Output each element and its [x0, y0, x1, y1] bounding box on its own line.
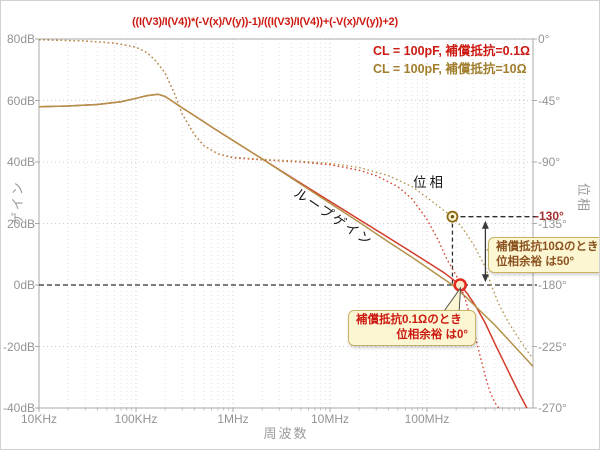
- callout-10ohm-line1: 補償抵抗10Ωのとき: [496, 241, 599, 253]
- y-left-tick-label: -40dB: [2, 401, 35, 415]
- y-right-axis-title: 位相: [576, 183, 591, 214]
- phase-curve-label: 位相: [413, 175, 446, 190]
- y-right-tick-label: -225°: [538, 339, 567, 354]
- y-right-tick-label: -180°: [538, 278, 567, 292]
- y-right-tick-label: -45°: [538, 93, 561, 108]
- legend: CL = 100pF, 補償抵抗=0.1Ω CL = 100pF, 補償抵抗=1…: [373, 42, 530, 78]
- legend-item-0r1-ohm: CL = 100pF, 補償抵抗=0.1Ω: [373, 44, 531, 58]
- x-tick-label: 100MHz: [404, 412, 450, 426]
- legend-item-10-ohm: CL = 100pF, 補償抵抗=10Ω: [373, 62, 527, 76]
- y-left-axis-title: ゲイン: [10, 180, 25, 225]
- callout-phase-margin-01ohm: 補償抵抗0.1Ωのとき 位相余裕 は0°: [348, 310, 476, 346]
- y-right-tick-label: -90°: [538, 155, 561, 169]
- callout-10ohm-line2: 位相余裕 は50°: [496, 256, 575, 268]
- y-left-tick-label: -20dB: [2, 339, 35, 354]
- y-left-tick-label: 60dB: [6, 93, 35, 108]
- y-right-tick-label: -270°: [538, 401, 567, 415]
- callout-phase-margin-10ohm: 補償抵抗10Ωのとき 位相余裕 は50°: [488, 237, 599, 273]
- y-right-tick-label: 0°: [538, 32, 550, 46]
- y-left-tick-label: 20dB: [6, 216, 35, 231]
- y-left-tick-label: 40dB: [6, 155, 35, 169]
- x-tick-label: 100KHz: [114, 412, 158, 426]
- x-tick-label: 10KHz: [20, 412, 58, 426]
- y-left-tick-label: 0dB: [13, 278, 35, 292]
- y-right-tick-label: -135°: [538, 216, 567, 231]
- plot-title-expression: ((I(V3)/I(V4))*(-V(x)/V(y))-1)/((I(V3)/I…: [132, 16, 398, 28]
- x-axis-title: 周波数: [263, 426, 309, 441]
- y-left-tick-label: 80dB: [6, 32, 35, 46]
- callout-01ohm-line2: 位相余裕 は0°: [396, 329, 468, 341]
- x-tick-label: 10MHz: [310, 412, 349, 426]
- x-tick-label: 1MHz: [217, 412, 249, 426]
- callout-01ohm-line1: 補償抵抗0.1Ωのとき: [356, 314, 462, 326]
- phase-value-label-minus130: -130°: [535, 209, 564, 223]
